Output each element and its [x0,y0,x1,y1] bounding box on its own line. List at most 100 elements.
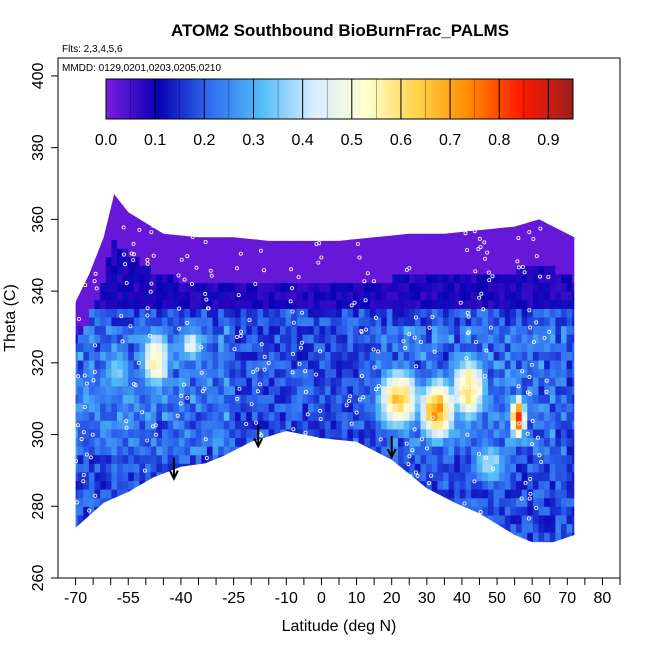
heatmap-cell [409,196,416,206]
heatmap-cell [454,497,461,507]
heatmap-cell [128,523,135,533]
heatmap-cell [184,377,191,387]
heatmap-cell [139,291,146,301]
heatmap-cell [83,282,90,292]
observation-point [535,435,540,440]
heatmap-cell [359,179,365,188]
heatmap-cell [139,265,146,275]
heatmap-cell [162,179,168,188]
heatmap-cell [251,239,259,249]
heatmap-cell [324,497,332,507]
heatmap-cell [549,205,556,215]
heatmap-cell [308,463,315,473]
heatmap-cell [527,506,534,516]
heatmap-cell [122,282,129,292]
heatmap-cell [516,385,523,395]
heatmap-cell [381,282,388,292]
heatmap-cell [487,222,495,232]
heatmap-cell [268,420,275,430]
heatmap-cell [75,273,79,284]
heatmap-cell [88,540,96,543]
heatmap-cell [544,179,550,188]
heatmap-cell [178,282,186,292]
heatmap-cell [280,179,286,188]
heatmap-cell [246,291,253,301]
heatmap-cell [156,394,163,404]
heatmap-cell [442,402,450,413]
heatmap-cell [117,514,124,525]
heatmap-cell [308,532,315,542]
heatmap-cell [263,273,270,284]
heatmap-cell [476,359,483,370]
heatmap-cell [105,377,112,387]
heatmap-cell [263,230,270,241]
observation-point [537,453,542,458]
heatmap-cell [521,402,528,413]
heatmap-cell [487,316,495,327]
heatmap-cell [145,334,152,344]
observation-point [176,273,181,278]
heatmap-cell [279,282,287,292]
heatmap-cell [403,359,410,370]
observation-point [426,481,431,486]
heatmap-cell [296,446,304,456]
heatmap-cell [218,222,225,232]
heatmap-cell [341,446,349,456]
heatmap-cell [150,325,157,335]
heatmap-cell [504,265,512,275]
heatmap-cell [308,497,315,507]
colorbar-segment [120,79,124,119]
heatmap-cell [117,377,124,387]
heatmap-cell [223,351,231,361]
heatmap-cell [437,523,444,533]
heatmap-cell [364,506,371,516]
heatmap-cell [392,239,399,249]
observation-point [458,300,463,305]
heatmap-cell [358,454,365,464]
heatmap-cell [549,446,556,456]
heatmap-cell [538,342,545,352]
heatmap-cell [212,480,219,490]
heatmap-cell [133,359,141,370]
heatmap-cell [178,532,186,542]
heatmap-cell [313,394,320,404]
heatmap-cell [392,325,399,335]
observation-point [357,397,362,402]
heatmap-cell [190,282,197,292]
heatmap-cell [184,411,191,421]
heatmap-cell [572,437,575,447]
heatmap-cell [549,222,556,232]
heatmap-cell [150,497,157,507]
heatmap-cell [218,540,225,543]
heatmap-cell [566,506,573,516]
heatmap-cell [369,532,377,542]
heatmap-cell [409,282,416,292]
heatmap-cell [454,540,461,543]
heatmap-cell [341,385,349,395]
heatmap-cell [347,196,354,206]
heatmap-cell [459,454,467,464]
heatmap-cell [330,437,337,447]
heatmap-cell [100,420,107,430]
colorbar-segment [263,79,267,119]
heatmap-cell [454,480,461,490]
heatmap-cell [206,213,214,223]
heatmap-cell [279,194,287,198]
heatmap-cell [414,437,422,447]
colorbar-segment [472,79,476,119]
heatmap-cell [279,377,287,387]
heatmap-cell [240,325,247,335]
heatmap-cell [353,194,360,198]
observation-point [185,320,190,325]
heatmap-cell [235,480,242,490]
heatmap-cell [471,325,478,335]
heatmap-cell [521,196,528,206]
observation-point [484,455,489,460]
heatmap-cell [94,325,101,335]
heatmap-cell [291,506,298,516]
heatmap-cell [499,437,506,447]
colorbar-segment [167,79,171,119]
observation-point [299,340,304,345]
heatmap-cell [532,428,540,439]
colorbar-segment [361,79,365,119]
